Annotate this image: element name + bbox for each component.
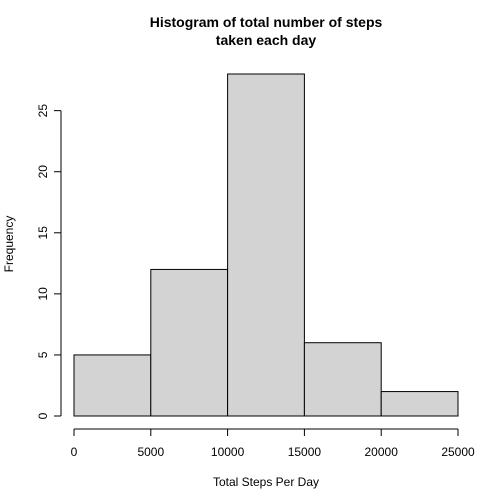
x-tick-label: 10000 bbox=[211, 445, 245, 459]
bar bbox=[227, 73, 305, 417]
bar bbox=[73, 354, 152, 417]
y-axis-label: Frequency bbox=[2, 216, 16, 273]
y-tick-label: 20 bbox=[36, 165, 50, 179]
y-tick-label: 0 bbox=[36, 412, 50, 419]
x-axis-label: Total Steps Per Day bbox=[213, 475, 319, 489]
x-tick-label: 20000 bbox=[365, 445, 399, 459]
chart-title: taken each day bbox=[216, 32, 317, 48]
bar bbox=[303, 342, 382, 417]
y-tick-label: 15 bbox=[36, 226, 50, 240]
x-tick-label: 0 bbox=[71, 445, 78, 459]
y-tick-label: 5 bbox=[36, 351, 50, 358]
x-tick-label: 25000 bbox=[441, 445, 475, 459]
bar bbox=[150, 268, 229, 417]
y-tick-label: 10 bbox=[36, 287, 50, 301]
bar bbox=[380, 391, 459, 417]
chart-title: Histogram of total number of steps bbox=[150, 14, 383, 30]
y-tick-label: 25 bbox=[36, 104, 50, 118]
x-tick-label: 5000 bbox=[137, 445, 164, 459]
x-tick-label: 15000 bbox=[288, 445, 322, 459]
